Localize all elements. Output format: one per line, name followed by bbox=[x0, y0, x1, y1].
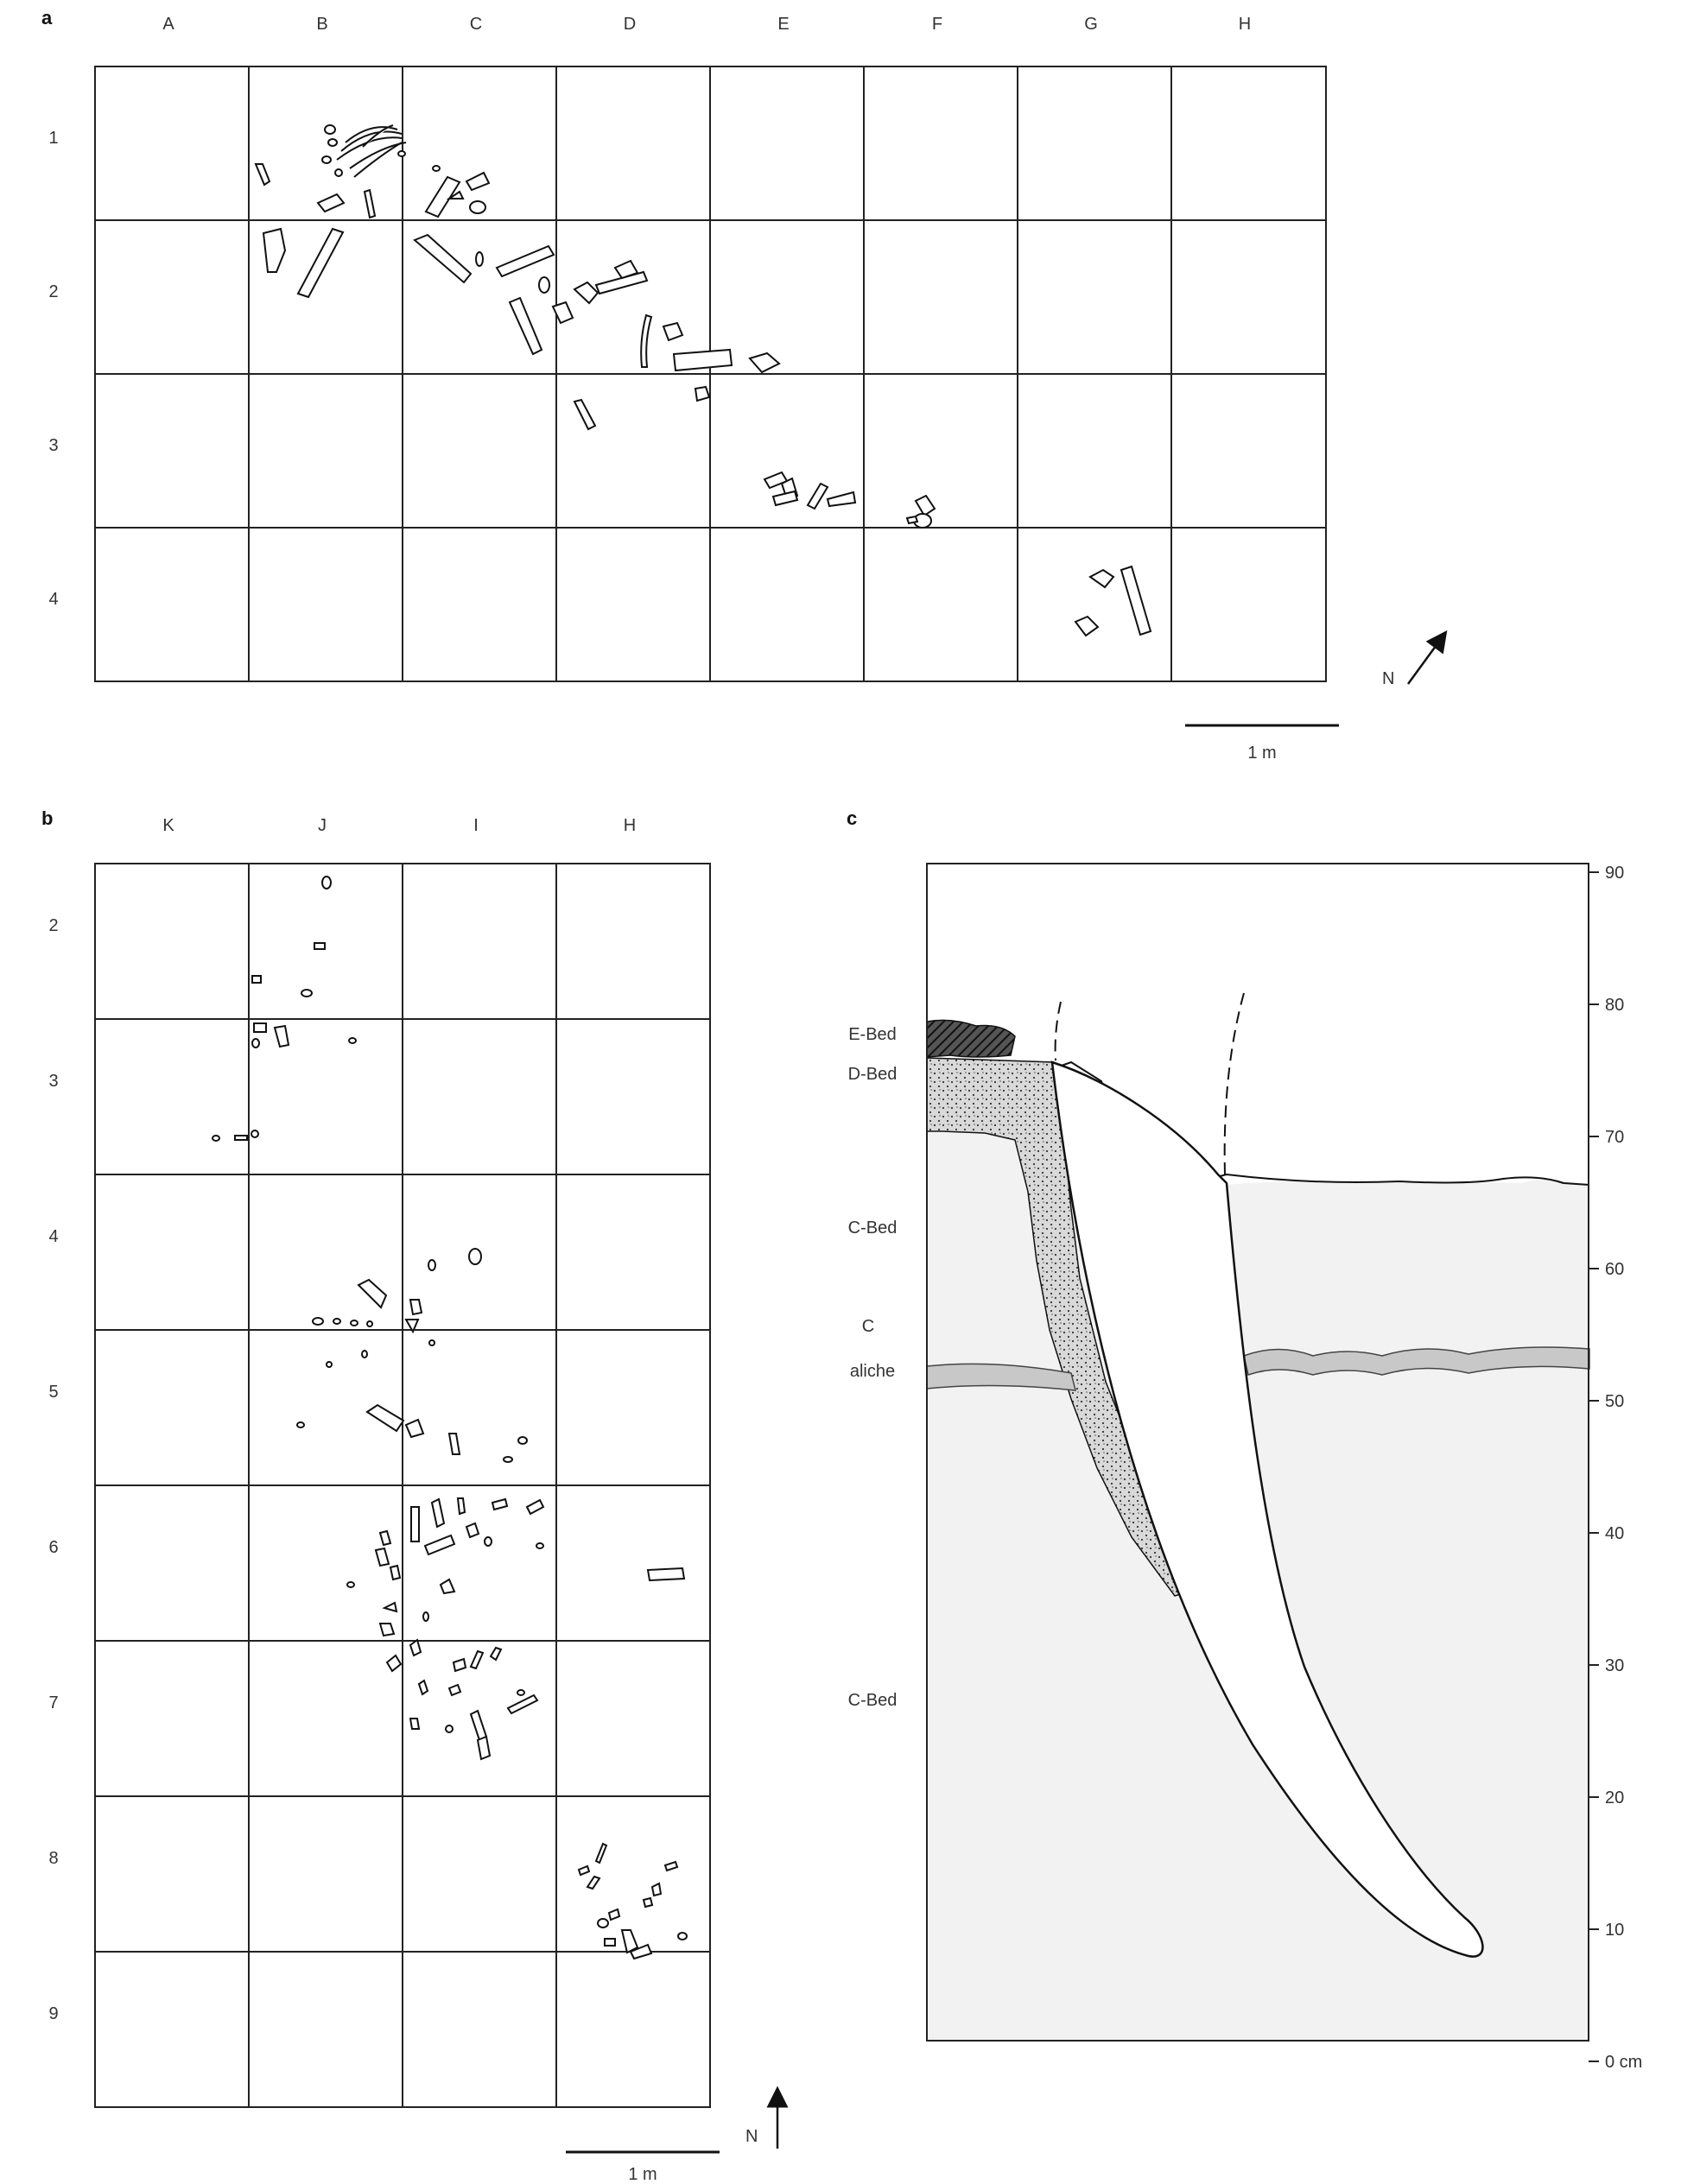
panel-a-col-label: F bbox=[932, 15, 942, 34]
panel-b-row-label: 4 bbox=[48, 1227, 58, 1246]
depth-tick-label: 0 cm bbox=[1605, 2053, 1642, 2072]
panel-a-col-label: H bbox=[1239, 15, 1251, 34]
depth-tick-label: 50 bbox=[1605, 1392, 1624, 1411]
panel-b-row-label: 8 bbox=[48, 1849, 58, 1868]
tusk bbox=[1050, 1060, 1484, 1958]
panel-b-col-label: H bbox=[624, 816, 636, 835]
bed-label-caliche: aliche bbox=[850, 1362, 895, 1381]
caliche-band-left bbox=[926, 1363, 1076, 1391]
bed-label-c-lower: C-Bed bbox=[848, 1691, 898, 1710]
panel-b-row-label: 9 bbox=[48, 2004, 58, 2023]
panel-b-scale-label: 1 m bbox=[628, 2165, 657, 2184]
panel-b-row-label: 3 bbox=[48, 1072, 58, 1091]
panel-b-column-labels: K J I H bbox=[162, 816, 636, 835]
panel-a-row-label: 1 bbox=[48, 129, 58, 148]
panel-a-letter: a bbox=[41, 7, 53, 28]
panel-a-row-label: 4 bbox=[48, 590, 58, 609]
panel-a-column-labels: A B C D E F G H bbox=[162, 15, 1251, 34]
panel-a-row-label: 2 bbox=[48, 282, 58, 301]
bed-labels: E-Bed D-Bed C-Bed C aliche C-Bed bbox=[848, 1025, 898, 1710]
depth-axis: 90 80 70 60 50 40 30 20 10 0 cm bbox=[1588, 864, 1642, 2072]
depth-tick-label: 30 bbox=[1605, 1656, 1624, 1675]
panel-b-row-label: 7 bbox=[48, 1693, 58, 1712]
panel-a-north-arrow-icon bbox=[1406, 630, 1448, 685]
depth-tick-label: 10 bbox=[1605, 1921, 1624, 1940]
bed-label-c-upper: C-Bed bbox=[848, 1219, 898, 1238]
panel-b-col-label: K bbox=[162, 816, 174, 835]
depth-tick-label: 80 bbox=[1605, 996, 1624, 1015]
tusk-projection-left bbox=[1054, 1001, 1062, 1061]
panel-c-letter: c bbox=[847, 807, 857, 829]
panel-a-col-label: D bbox=[624, 15, 636, 34]
panel-a-col-label: G bbox=[1084, 15, 1098, 34]
panel-b-col-label: I bbox=[473, 816, 479, 835]
bed-label-e: E-Bed bbox=[848, 1025, 897, 1044]
d-bed-layer bbox=[926, 1057, 1184, 1597]
depth-tick-label: 90 bbox=[1605, 864, 1624, 883]
panel-a-scale-label: 1 m bbox=[1247, 744, 1276, 763]
panel-b-row-label: 5 bbox=[48, 1383, 58, 1402]
panel-a-col-label: C bbox=[470, 15, 482, 34]
panel-b-grid bbox=[94, 863, 711, 2108]
panel-b-row-label: 2 bbox=[48, 916, 58, 935]
panel-b-row-labels: 2 3 4 5 6 7 8 9 bbox=[48, 916, 58, 2023]
panel-b: b K J I H 2 3 4 5 6 7 8 9 bbox=[41, 807, 789, 2184]
panel-a: a A B C D E F G H 1 2 3 4 bbox=[41, 7, 1448, 763]
panel-a-row-labels: 1 2 3 4 bbox=[48, 129, 58, 609]
depth-tick-label: 40 bbox=[1605, 1524, 1624, 1543]
panel-a-north-label: N bbox=[1382, 669, 1394, 688]
depth-tick-label: 70 bbox=[1605, 1128, 1624, 1147]
bed-label-caliche-c: C bbox=[862, 1317, 874, 1336]
panel-b-bone-scatter bbox=[212, 876, 688, 1960]
panel-a-col-label: A bbox=[162, 15, 174, 34]
bed-label-d: D-Bed bbox=[848, 1065, 898, 1084]
panel-a-bone-scatter bbox=[254, 124, 1152, 637]
e-bed-layer bbox=[926, 1019, 1016, 1058]
panel-b-row-label: 6 bbox=[48, 1538, 58, 1557]
panel-b-col-label: J bbox=[318, 816, 327, 835]
panel-a-grid bbox=[94, 66, 1327, 682]
panel-a-row-label: 3 bbox=[48, 436, 58, 455]
panel-c: c E-Bed D-Bed C-Bed C aliche C-Bed bbox=[847, 807, 1642, 2072]
depth-tick-label: 60 bbox=[1605, 1260, 1624, 1279]
panel-a-col-label: B bbox=[316, 15, 327, 34]
panel-b-letter: b bbox=[41, 807, 53, 829]
panel-b-north-label: N bbox=[745, 2127, 758, 2146]
depth-tick-label: 20 bbox=[1605, 1788, 1624, 1807]
tusk-projection-right bbox=[1223, 992, 1245, 1175]
panel-a-col-label: E bbox=[777, 15, 789, 34]
